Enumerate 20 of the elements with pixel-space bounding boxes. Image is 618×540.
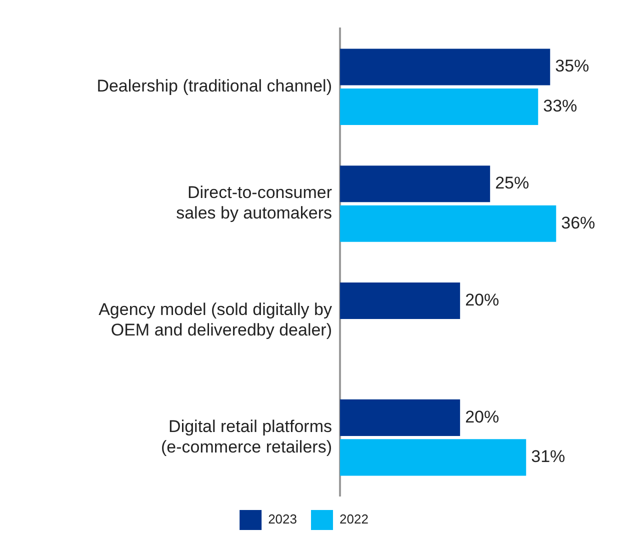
bar [340, 205, 556, 242]
data-label: 35% [555, 56, 590, 76]
legend-label: 2022 [340, 512, 368, 527]
y-tick-label: Dealership (traditional channel) [96, 76, 332, 96]
y-tick-label: Direct-to-consumer sales by automakers [176, 183, 332, 223]
bar [340, 166, 490, 202]
bar [340, 48, 550, 86]
bar [340, 399, 460, 436]
data-label: 31% [531, 447, 566, 466]
bar [340, 439, 526, 476]
legend-label: 2023 [268, 512, 297, 527]
bar [340, 282, 460, 320]
data-label: 20% [465, 290, 500, 310]
y-tick-label: Digital retail platforms (e-commerce retailers) [161, 417, 332, 456]
data-label: 25% [495, 174, 530, 193]
data-label: 36% [561, 213, 596, 232]
y-tick-label: Agency model (sold digitally by OEM and deliveredby dealer) [98, 300, 332, 340]
data-label: 20% [465, 407, 500, 426]
bar [340, 88, 538, 126]
data-label: 33% [543, 96, 578, 116]
